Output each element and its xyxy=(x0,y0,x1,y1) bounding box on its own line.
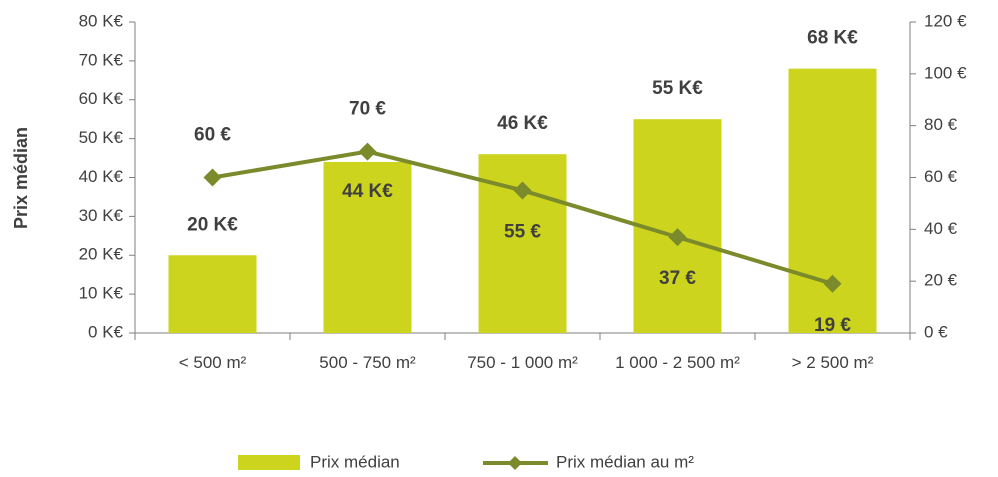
legend-label: Prix médian au m² xyxy=(556,452,694,471)
x-tick-label: 1 000 - 2 500 m² xyxy=(615,353,740,372)
line-marker xyxy=(358,142,377,161)
y2-tick-label: 0 € xyxy=(924,322,948,341)
bar-value-label: 68 K€ xyxy=(807,28,858,49)
line-marker xyxy=(513,181,532,200)
y-tick-label: 0 K€ xyxy=(88,322,124,341)
bar xyxy=(168,255,257,333)
y-tick-label: 20 K€ xyxy=(79,245,124,264)
bar-value-label: 46 K€ xyxy=(497,113,548,134)
y2-tick-label: 40 € xyxy=(924,219,958,238)
x-tick-label: < 500 m² xyxy=(178,353,247,372)
line-marker xyxy=(668,228,687,247)
y2-tick-label: 100 € xyxy=(924,63,967,82)
bar xyxy=(633,119,722,333)
y2-tick-label: 120 € xyxy=(924,11,967,30)
y-tick-label: 60 K€ xyxy=(79,89,124,108)
y2-tick-label: 80 € xyxy=(924,115,958,134)
y-tick-label: 70 K€ xyxy=(79,50,124,69)
x-tick-label: 750 - 1 000 m² xyxy=(467,353,578,372)
bar-value-label: 55 K€ xyxy=(652,78,703,99)
line-marker xyxy=(203,168,222,187)
bar-value-label: 44 K€ xyxy=(342,181,393,202)
y-tick-label: 30 K€ xyxy=(79,206,124,225)
y-tick-label: 10 K€ xyxy=(79,284,124,303)
line-value-label: 60 € xyxy=(194,125,231,146)
legend-label: Prix médian xyxy=(310,452,400,471)
line-value-label: 70 € xyxy=(349,99,386,120)
x-tick-label: 500 - 750 m² xyxy=(319,353,416,372)
line-value-label: 19 € xyxy=(814,315,851,336)
y-tick-label: 50 K€ xyxy=(79,128,124,147)
y-tick-label: 40 K€ xyxy=(79,167,124,186)
bar xyxy=(788,68,877,334)
y-axis-title: Prix médian xyxy=(11,127,31,229)
x-tick-label: > 2 500 m² xyxy=(791,353,874,372)
legend-swatch xyxy=(238,455,300,470)
line-marker xyxy=(823,274,842,293)
line-value-label: 55 € xyxy=(504,221,541,242)
line-value-label: 37 € xyxy=(659,268,696,289)
bar-value-label: 20 K€ xyxy=(187,214,238,235)
y2-tick-label: 20 € xyxy=(924,271,958,290)
legend-swatch xyxy=(508,456,522,470)
y-tick-label: 80 K€ xyxy=(79,11,124,30)
y2-tick-label: 60 € xyxy=(924,167,958,186)
bar xyxy=(323,161,412,333)
